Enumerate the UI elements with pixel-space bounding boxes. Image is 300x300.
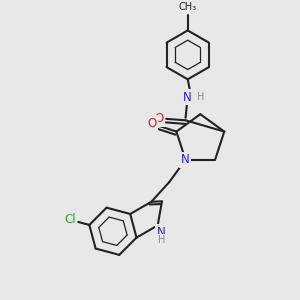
Text: H: H: [158, 236, 165, 245]
Text: Cl: Cl: [64, 213, 76, 226]
Text: N: N: [180, 153, 189, 166]
Text: O: O: [147, 117, 156, 130]
Text: N: N: [183, 91, 191, 104]
Text: O: O: [154, 112, 164, 125]
Text: N: N: [157, 226, 166, 239]
Text: H: H: [197, 92, 204, 102]
Text: CH₃: CH₃: [179, 2, 197, 12]
